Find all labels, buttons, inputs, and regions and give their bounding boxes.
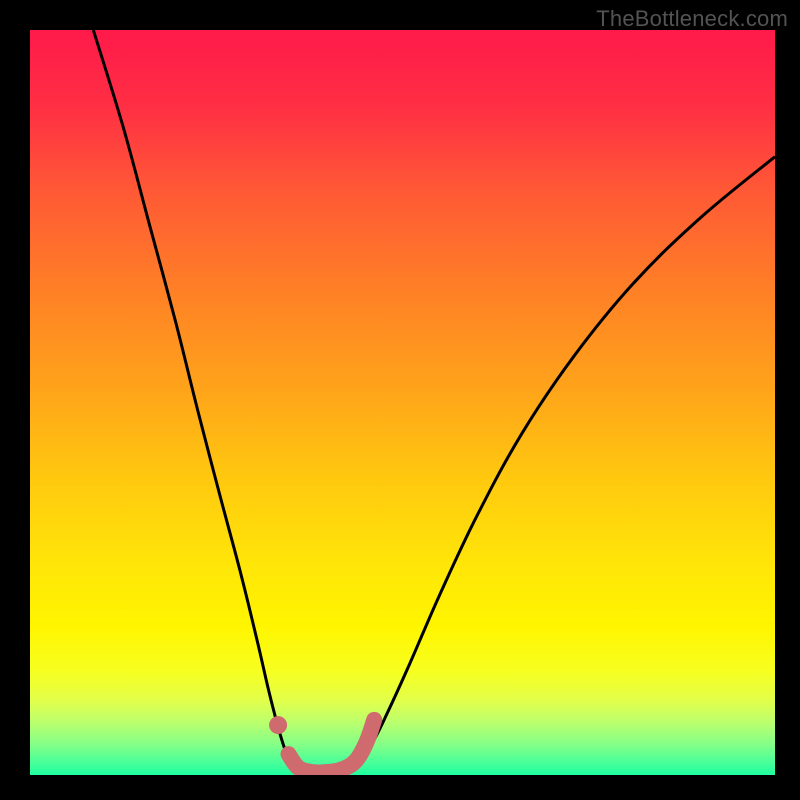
gradient-background — [30, 30, 775, 775]
watermark-text: TheBottleneck.com — [596, 6, 788, 32]
plot-container — [30, 30, 775, 775]
highlight-dot — [269, 716, 287, 734]
chart-svg — [30, 30, 775, 775]
